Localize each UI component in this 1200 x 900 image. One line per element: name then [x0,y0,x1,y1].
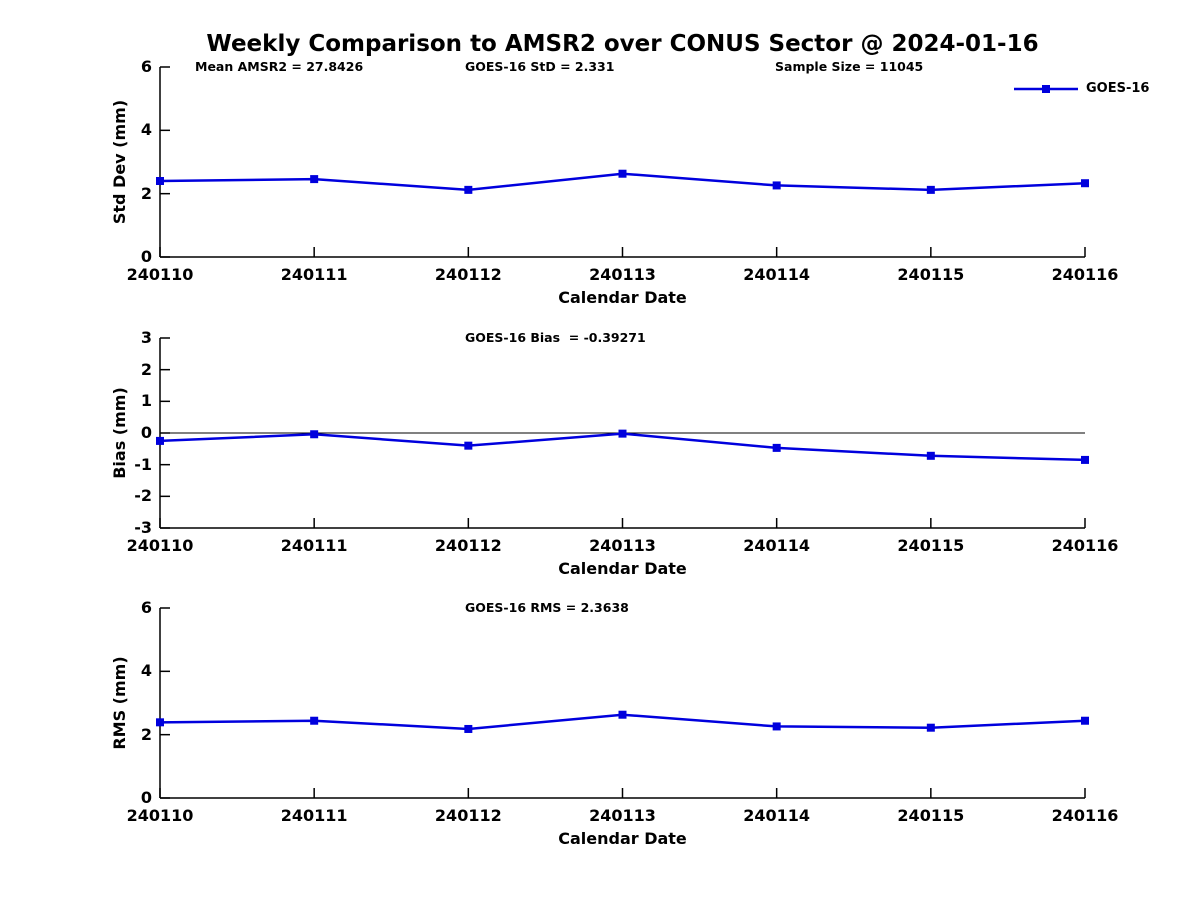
rms-x-tick-label: 240111 [280,806,348,825]
bias-data-point-marker [1081,455,1089,464]
std-dev-annotation: GOES-16 StD = 2.331 [465,59,615,74]
rms-y-tick-label: 4 [140,661,152,681]
std-dev-y-axis-label: Std Dev (mm) [110,99,129,225]
legend: GOES-16 [1014,80,1149,98]
std-dev-y-tick-label: 0 [140,247,152,266]
bias-data-point-marker [618,429,627,438]
bias-y-tick-label: -3 [134,518,152,537]
rms-x-axis-label: Calendar Date [558,829,687,848]
rms-x-tick-label: 240110 [126,806,194,825]
bias-x-axis-label: Calendar Date [558,559,687,578]
std-dev-y-tick-label: 4 [140,120,152,140]
std-dev-annotation: Mean AMSR2 = 27.8426 [195,59,364,74]
bias-x-tick-label: 240114 [743,536,811,555]
std-dev-x-tick-label: 240112 [434,265,502,284]
bias-data-point-marker [310,430,319,439]
std-dev-data-point-marker [1081,179,1089,188]
bias-x-tick-label: 240110 [126,536,194,555]
legend-square-marker-icon [1042,85,1050,93]
std-dev-data-point-marker [926,185,935,194]
std-dev-x-tick-label: 240114 [743,265,811,284]
rms-x-tick-label: 240113 [589,806,656,825]
bias-annotation: GOES-16 Bias = -0.39271 [465,330,646,345]
std-dev-x-tick-label: 240115 [897,265,965,284]
legend-label: GOES-16 [1086,81,1150,96]
rms-annotation: GOES-16 RMS = 2.3638 [465,600,629,615]
std-dev-y-tick-label: 2 [140,183,152,203]
std-dev-x-tick-label: 240111 [280,265,348,284]
bias-data-point-marker [926,451,935,460]
bias-y-tick-label: 3 [140,328,152,347]
bias-y-axis-label: Bias (mm) [110,387,129,479]
bias-y-tick-label: -1 [134,454,152,474]
rms-x-tick-label: 240115 [897,806,965,825]
std-dev-annotation: Sample Size = 11045 [775,59,924,74]
bias-x-tick-label: 240112 [434,536,502,555]
figure-title: Weekly Comparison to AMSR2 over CONUS Se… [206,31,1039,57]
std-dev-y-tick-label: 6 [140,57,152,76]
rms-y-tick-label: 2 [140,724,152,744]
bias-x-tick-label: 240113 [589,536,656,555]
rms-data-point-marker [618,710,627,719]
std-dev-data-point-marker [772,181,781,190]
legend-line-sample [1014,85,1078,93]
rms-data-point-marker [464,724,473,733]
rms-x-tick-label: 240116 [1051,806,1119,825]
rms-data-point-marker [1081,716,1089,725]
bias-y-tick-label: -2 [134,486,152,506]
bias-data-point-marker [464,441,473,450]
rms-y-tick-label: 6 [140,598,152,617]
bias-y-tick-label: 1 [140,391,152,411]
rms-x-tick-label: 240112 [434,806,502,825]
bias-data-point-marker [156,436,164,445]
std-dev-x-tick-label: 240113 [589,265,656,284]
bias-y-tick-label: 2 [140,359,152,379]
std-dev-data-point-marker [156,177,164,185]
bias-y-tick-label: 0 [140,423,152,442]
rms-data-point-marker [772,722,781,731]
rms-data-point-marker [926,723,935,732]
rms-x-tick-label: 240114 [743,806,811,825]
std-dev-data-point-marker [618,169,627,178]
bias-x-tick-label: 240111 [280,536,348,555]
rms-data-point-marker [156,718,164,727]
bias-x-tick-label: 240115 [897,536,965,555]
rms-y-axis-label: RMS (mm) [110,656,129,750]
std-dev-x-axis-label: Calendar Date [558,288,687,307]
rms-data-point-marker [310,716,319,725]
std-dev-x-tick-label: 240116 [1051,265,1119,284]
bias-x-tick-label: 240116 [1051,536,1119,555]
std-dev-data-point-marker [464,185,473,194]
rms-y-tick-label: 0 [140,788,152,807]
std-dev-x-tick-label: 240110 [126,265,194,284]
std-dev-data-point-marker [310,175,319,184]
bias-data-point-marker [772,443,781,452]
